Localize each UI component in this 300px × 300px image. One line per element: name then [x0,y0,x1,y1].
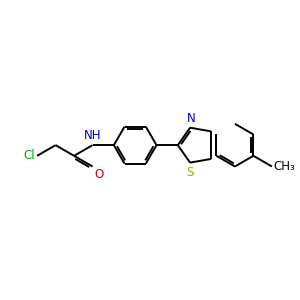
Text: NH: NH [84,129,101,142]
Text: N: N [187,112,195,125]
Text: CH₃: CH₃ [274,160,296,173]
Text: S: S [186,166,194,178]
Text: O: O [94,168,104,182]
Text: Cl: Cl [23,149,35,162]
